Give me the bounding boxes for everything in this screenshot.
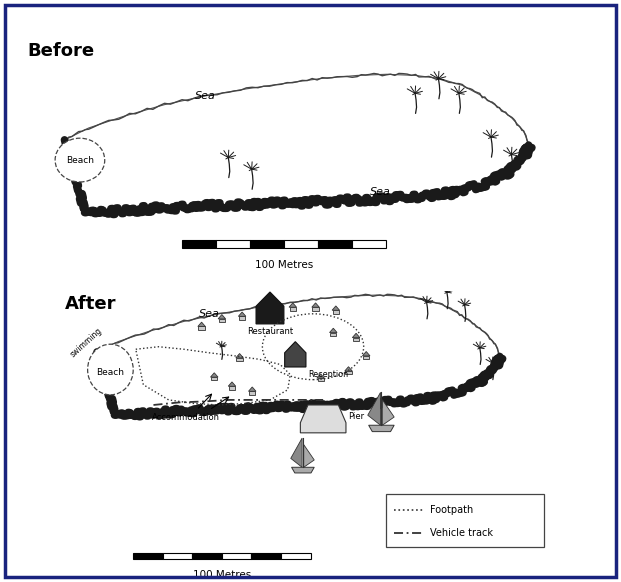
Bar: [249, 391, 255, 395]
Bar: [345, 371, 351, 374]
Bar: [163, 553, 193, 559]
Text: Reception: Reception: [308, 370, 348, 378]
Ellipse shape: [55, 138, 105, 182]
Polygon shape: [332, 306, 340, 310]
Polygon shape: [352, 333, 360, 338]
Polygon shape: [383, 400, 394, 425]
Polygon shape: [368, 392, 381, 425]
Bar: [386, 494, 543, 547]
Polygon shape: [218, 314, 225, 319]
Text: Sea: Sea: [370, 187, 391, 197]
Bar: [216, 240, 250, 248]
Bar: [312, 307, 319, 311]
Polygon shape: [211, 373, 218, 377]
Text: Accommodation: Accommodation: [152, 413, 220, 421]
Text: Beach: Beach: [96, 368, 124, 377]
Text: Before: Before: [27, 42, 94, 60]
Polygon shape: [248, 387, 256, 391]
Polygon shape: [304, 445, 314, 467]
Polygon shape: [229, 382, 236, 386]
Text: 100 Metres: 100 Metres: [193, 570, 251, 580]
Text: Sea: Sea: [199, 309, 220, 319]
Bar: [199, 327, 205, 330]
Polygon shape: [65, 74, 529, 211]
Bar: [211, 377, 217, 381]
Text: swimming: swimming: [69, 326, 104, 359]
Bar: [237, 358, 243, 361]
Bar: [182, 240, 216, 248]
Polygon shape: [256, 292, 284, 324]
Bar: [284, 240, 319, 248]
Bar: [219, 319, 225, 322]
Bar: [333, 310, 339, 314]
Bar: [289, 307, 296, 311]
Bar: [317, 378, 324, 381]
Text: Pier: Pier: [348, 412, 365, 421]
Bar: [353, 338, 359, 341]
Bar: [330, 332, 337, 336]
Bar: [134, 553, 163, 559]
Polygon shape: [330, 328, 337, 332]
Bar: [239, 317, 245, 320]
Polygon shape: [345, 367, 352, 371]
Polygon shape: [284, 342, 306, 367]
Polygon shape: [236, 353, 243, 358]
Polygon shape: [317, 374, 324, 378]
Text: Vehicle track: Vehicle track: [430, 528, 492, 538]
Ellipse shape: [88, 344, 134, 395]
Polygon shape: [291, 467, 314, 473]
Polygon shape: [312, 303, 319, 307]
Polygon shape: [198, 322, 206, 327]
Bar: [229, 386, 235, 389]
Polygon shape: [301, 405, 346, 433]
Bar: [352, 240, 386, 248]
Polygon shape: [97, 295, 501, 414]
Bar: [252, 553, 281, 559]
Bar: [222, 553, 252, 559]
Text: Footpath: Footpath: [430, 505, 473, 515]
Polygon shape: [291, 438, 302, 467]
Text: Restaurant: Restaurant: [247, 328, 293, 336]
Text: After: After: [65, 295, 116, 313]
Text: 100 Metres: 100 Metres: [255, 260, 314, 269]
Bar: [363, 356, 369, 359]
Polygon shape: [363, 352, 370, 356]
Bar: [250, 240, 284, 248]
Bar: [193, 553, 222, 559]
Polygon shape: [238, 312, 246, 317]
Polygon shape: [289, 303, 296, 307]
Polygon shape: [369, 425, 394, 432]
Text: Beach: Beach: [66, 155, 94, 165]
Bar: [319, 240, 352, 248]
Bar: [281, 553, 310, 559]
Text: Sea: Sea: [195, 91, 216, 101]
